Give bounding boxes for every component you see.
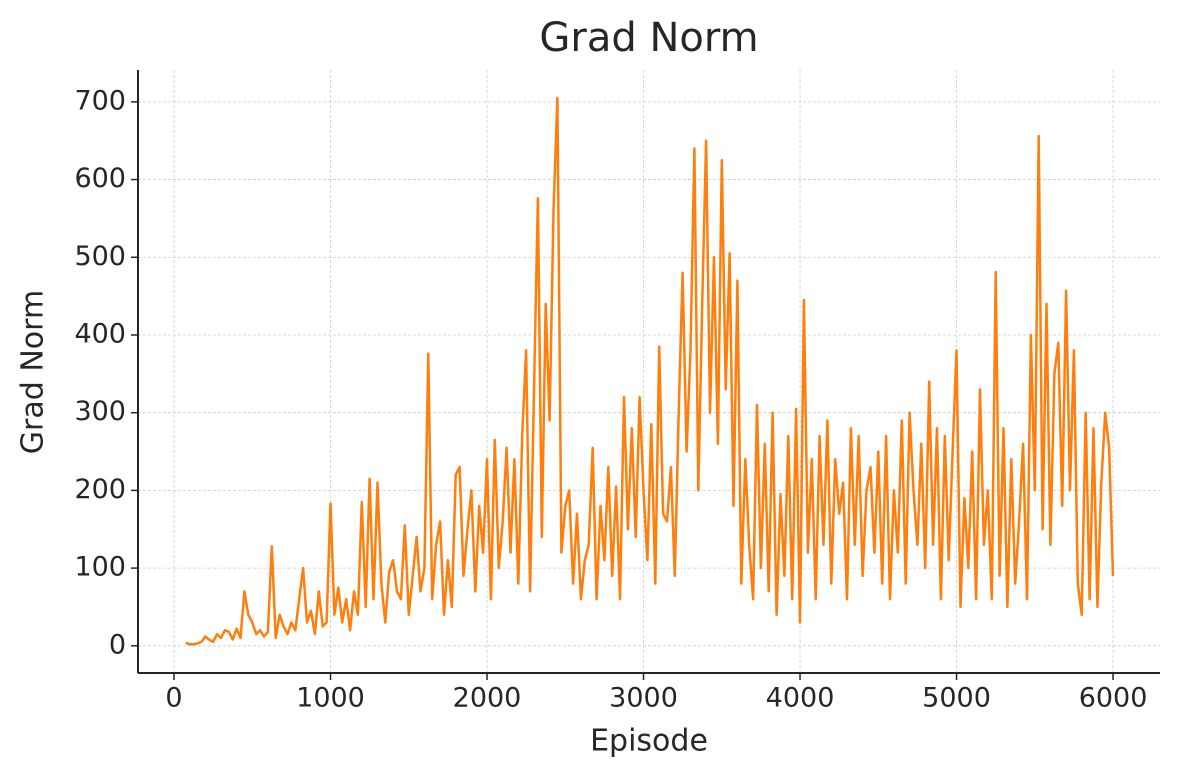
chart-title: Grad Norm	[539, 15, 758, 61]
line	[185, 96, 1115, 646]
x-axis-label: Episode	[590, 724, 708, 759]
x-tick-label: 3000	[609, 683, 678, 714]
y-tick-label: 300	[74, 396, 126, 427]
x-tick-label: 2000	[453, 683, 522, 714]
x-tick-label: 6000	[1079, 683, 1148, 714]
x-tick-label: 4000	[766, 683, 835, 714]
x-tick-label: 0	[165, 683, 182, 714]
x-tick-label: 1000	[296, 683, 365, 714]
x-tick-label: 5000	[922, 683, 991, 714]
y-tick-label: 100	[74, 552, 126, 583]
y-tick-label: 200	[74, 474, 126, 505]
y-tick-label: 600	[74, 163, 126, 194]
y-tick-label: 400	[74, 318, 126, 349]
y-tick-label: 0	[109, 629, 126, 660]
y-axis-label: Grad Norm	[16, 290, 51, 454]
y-tick-label: 500	[74, 241, 126, 272]
y-tick-label: 700	[74, 85, 126, 116]
